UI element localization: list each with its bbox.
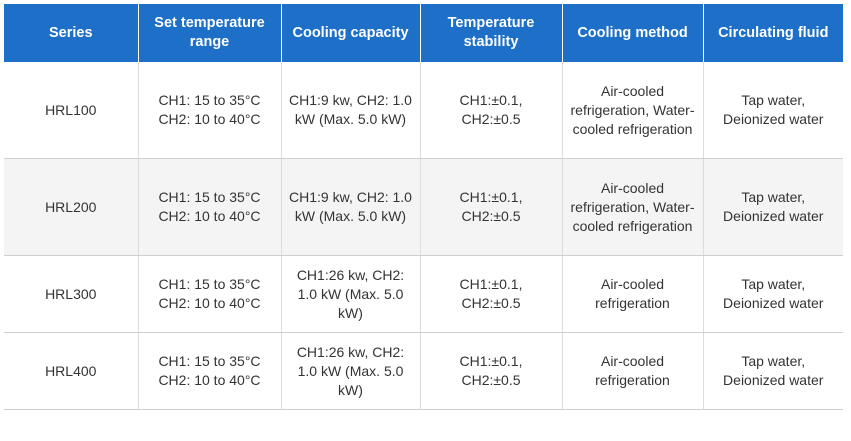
header-row: Series Set temperature range Cooling cap… bbox=[4, 4, 843, 62]
cell-temp-range: CH1: 15 to 35°C CH2: 10 to 40°C bbox=[137, 158, 281, 256]
table-row: HRL200 CH1: 15 to 35°C CH2: 10 to 40°C C… bbox=[4, 158, 843, 256]
cell-method: Air-cooled refrigeration bbox=[561, 255, 703, 333]
stability-ch2: CH2:±0.5 bbox=[461, 208, 521, 224]
table-body: HRL100 CH1: 15 to 35°C CH2: 10 to 40°C C… bbox=[4, 62, 843, 410]
temp-range-ch1: CH1: 15 to 35°C bbox=[158, 189, 261, 205]
cell-method: Air-cooled refrigeration, Water-cooled r… bbox=[561, 62, 703, 159]
table-header: Series Set temperature range Cooling cap… bbox=[4, 4, 843, 62]
spec-table: Series Set temperature range Cooling cap… bbox=[4, 4, 843, 410]
table-row: HRL300 CH1: 15 to 35°C CH2: 10 to 40°C C… bbox=[4, 255, 843, 333]
cell-fluid: Tap water, Deionized water bbox=[702, 62, 843, 159]
cell-stability: CH1:±0.1, CH2:±0.5 bbox=[419, 158, 562, 256]
temp-range-ch1: CH1: 15 to 35°C bbox=[158, 353, 261, 369]
header-cooling-method: Cooling method bbox=[561, 4, 703, 62]
cell-fluid: Tap water, Deionized water bbox=[702, 332, 843, 410]
stability-ch2: CH2:±0.5 bbox=[461, 295, 521, 311]
stability-ch1: CH1:±0.1, bbox=[459, 92, 523, 108]
cell-fluid: Tap water, Deionized water bbox=[702, 158, 843, 256]
header-cooling-capacity: Cooling capacity bbox=[280, 4, 420, 62]
cell-series: HRL100 bbox=[4, 62, 138, 159]
cell-stability: CH1:±0.1, CH2:±0.5 bbox=[419, 62, 562, 159]
header-series: Series bbox=[4, 4, 138, 62]
temp-range-ch1: CH1: 15 to 35°C bbox=[158, 92, 261, 108]
header-set-temperature-range: Set temperature range bbox=[137, 4, 281, 62]
cell-series: HRL300 bbox=[4, 255, 138, 333]
cell-fluid: Tap water, Deionized water bbox=[702, 255, 843, 333]
temp-range-ch2: CH2: 10 to 40°C bbox=[158, 295, 261, 311]
cell-capacity: CH1:9 kw, CH2: 1.0 kW (Max. 5.0 kW) bbox=[280, 62, 420, 159]
cell-method: Air-cooled refrigeration, Water-cooled r… bbox=[561, 158, 703, 256]
stability-ch1: CH1:±0.1, bbox=[459, 189, 523, 205]
cell-series: HRL400 bbox=[4, 332, 138, 410]
cell-capacity: CH1:9 kw, CH2: 1.0 kW (Max. 5.0 kW) bbox=[280, 158, 420, 256]
stability-ch2: CH2:±0.5 bbox=[461, 111, 521, 127]
cell-temp-range: CH1: 15 to 35°C CH2: 10 to 40°C bbox=[137, 255, 281, 333]
cell-capacity: CH1:26 kw, CH2: 1.0 kW (Max. 5.0 kW) bbox=[280, 255, 420, 333]
header-temperature-stability: Temperature stability bbox=[419, 4, 562, 62]
table-row: HRL100 CH1: 15 to 35°C CH2: 10 to 40°C C… bbox=[4, 62, 843, 159]
stability-ch1: CH1:±0.1, bbox=[459, 353, 523, 369]
cell-capacity: CH1:26 kw, CH2: 1.0 kW (Max. 5.0 kW) bbox=[280, 332, 420, 410]
temp-range-ch1: CH1: 15 to 35°C bbox=[158, 276, 261, 292]
stability-ch1: CH1:±0.1, bbox=[459, 276, 523, 292]
cell-stability: CH1:±0.1, CH2:±0.5 bbox=[419, 255, 562, 333]
header-circulating-fluid: Circulating fluid bbox=[702, 4, 843, 62]
stability-ch2: CH2:±0.5 bbox=[461, 372, 521, 388]
cell-method: Air-cooled refrigeration bbox=[561, 332, 703, 410]
temp-range-ch2: CH2: 10 to 40°C bbox=[158, 111, 261, 127]
cell-series: HRL200 bbox=[4, 158, 138, 256]
cell-stability: CH1:±0.1, CH2:±0.5 bbox=[419, 332, 562, 410]
table-row: HRL400 CH1: 15 to 35°C CH2: 10 to 40°C C… bbox=[4, 332, 843, 410]
temp-range-ch2: CH2: 10 to 40°C bbox=[158, 208, 261, 224]
cell-temp-range: CH1: 15 to 35°C CH2: 10 to 40°C bbox=[137, 62, 281, 159]
cell-temp-range: CH1: 15 to 35°C CH2: 10 to 40°C bbox=[137, 332, 281, 410]
temp-range-ch2: CH2: 10 to 40°C bbox=[158, 372, 261, 388]
